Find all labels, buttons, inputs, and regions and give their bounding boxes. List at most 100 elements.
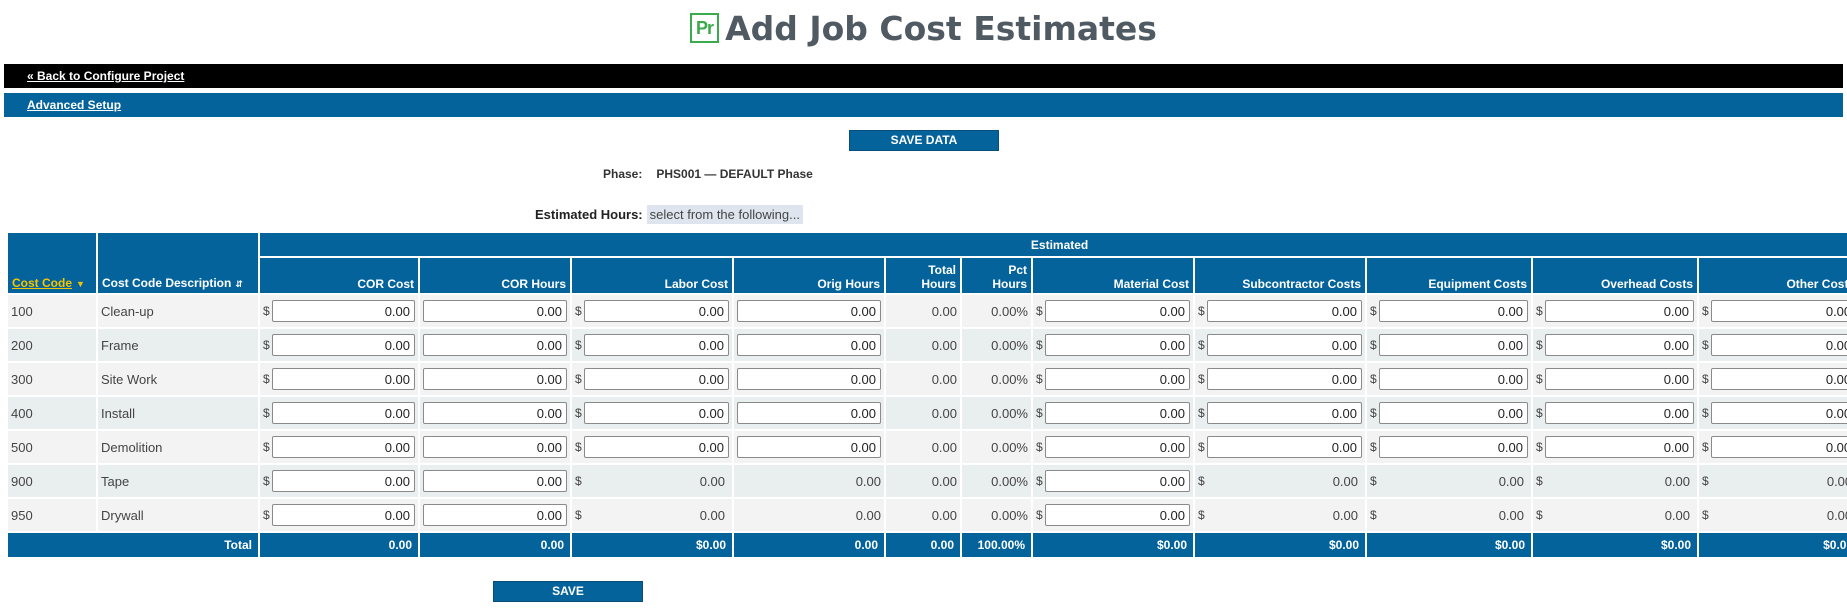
orig-hours-cell xyxy=(734,431,884,463)
subcontractor-cost-input[interactable] xyxy=(1207,436,1362,458)
labor-cost-input[interactable] xyxy=(584,334,729,356)
cor-cost-cell: $ xyxy=(260,397,418,429)
orig-hours-input[interactable] xyxy=(737,368,881,390)
cor-cost-input[interactable] xyxy=(272,368,415,390)
equipment-cost-value: 0.00 xyxy=(1498,473,1524,489)
material-cost-input[interactable] xyxy=(1045,470,1190,492)
orig-hours-cell xyxy=(734,363,884,395)
other-cost-input[interactable] xyxy=(1711,300,1847,322)
material-cost-input[interactable] xyxy=(1045,300,1190,322)
material-cost-input[interactable] xyxy=(1045,402,1190,424)
material-cost-input[interactable] xyxy=(1045,334,1190,356)
equipment-cost-input[interactable] xyxy=(1379,368,1528,390)
orig-hours-header: Orig Hours xyxy=(734,258,884,293)
overhead-cost-cell: $0.00 xyxy=(1533,465,1697,497)
back-nav-bar: « Back to Configure Project xyxy=(4,64,1843,88)
other-cost-input[interactable] xyxy=(1711,334,1847,356)
equipment-cost-input[interactable] xyxy=(1379,402,1528,424)
cor-cost-input[interactable] xyxy=(272,436,415,458)
advanced-setup-link[interactable]: Advanced Setup xyxy=(27,98,122,112)
currency-symbol: $ xyxy=(263,474,270,488)
material-cost-input[interactable] xyxy=(1045,436,1190,458)
cor-cost-input[interactable] xyxy=(272,300,415,322)
description-cell: Drywall xyxy=(98,499,258,531)
subcontractor-cost-cell: $ xyxy=(1195,397,1365,429)
cor-hours-input[interactable] xyxy=(423,470,567,492)
cost-code-header[interactable]: Cost Code ▼ xyxy=(8,233,96,293)
labor-cost-input[interactable] xyxy=(584,300,729,322)
labor-cost-input[interactable] xyxy=(584,402,729,424)
cor-hours-input[interactable] xyxy=(423,334,567,356)
other-cost-input[interactable] xyxy=(1711,402,1847,424)
equipment-cost-input[interactable] xyxy=(1379,334,1528,356)
currency-symbol: $ xyxy=(575,338,582,352)
estimated-hours-select[interactable]: select from the following... xyxy=(646,205,803,224)
cor-hours-input[interactable] xyxy=(423,300,567,322)
overhead-cost-input[interactable] xyxy=(1545,402,1694,424)
cost-code-sort-link[interactable]: Cost Code xyxy=(12,276,72,290)
cor-hours-cell xyxy=(420,499,570,531)
overhead-cost-input[interactable] xyxy=(1545,334,1694,356)
currency-symbol: $ xyxy=(1536,372,1543,386)
cor-cost-input[interactable] xyxy=(272,402,415,424)
subcontractor-cost-input[interactable] xyxy=(1207,334,1362,356)
orig-hours-input[interactable] xyxy=(737,300,881,322)
labor-cost-input[interactable] xyxy=(584,368,729,390)
currency-symbol: $ xyxy=(1036,304,1043,318)
overhead-cost-input[interactable] xyxy=(1545,300,1694,322)
save-data-button[interactable]: SAVE DATA xyxy=(849,130,999,151)
other-cost-cell: $0.00 xyxy=(1699,465,1847,497)
table-row: 200 Frame $ $ 0.00 0.00% $ $ $ $ $ xyxy=(8,329,1847,361)
equipment-cost-input[interactable] xyxy=(1379,300,1528,322)
other-cost-input[interactable] xyxy=(1711,368,1847,390)
other-cost-cell: $ xyxy=(1699,431,1847,463)
cor-hours-cell xyxy=(420,397,570,429)
back-to-configure-project-link[interactable]: « Back to Configure Project xyxy=(27,69,185,83)
table-row: 950 Drywall $ $0.00 0.00 0.00 0.00% $ $0… xyxy=(8,499,1847,531)
cor-hours-input[interactable] xyxy=(423,368,567,390)
currency-symbol: $ xyxy=(263,338,270,352)
subcontractor-cost-input[interactable] xyxy=(1207,368,1362,390)
overhead-cost-input[interactable] xyxy=(1545,368,1694,390)
other-cost-cell: $ xyxy=(1699,363,1847,395)
subcontractor-cost-input[interactable] xyxy=(1207,402,1362,424)
other-cost-input[interactable] xyxy=(1711,436,1847,458)
overhead-cost-value: 0.00 xyxy=(1664,507,1690,523)
totals-label: Total xyxy=(8,533,258,557)
orig-hours-input[interactable] xyxy=(737,436,881,458)
cor-hours-input[interactable] xyxy=(423,402,567,424)
description-cell: Site Work xyxy=(98,363,258,395)
material-cost-input[interactable] xyxy=(1045,504,1190,526)
subcontractor-cost-input[interactable] xyxy=(1207,300,1362,322)
equipment-cost-input[interactable] xyxy=(1379,436,1528,458)
currency-symbol: $ xyxy=(1536,474,1543,488)
overhead-cost-value: 0.00 xyxy=(1664,473,1690,489)
currency-symbol: $ xyxy=(575,372,582,386)
cor-cost-input[interactable] xyxy=(272,470,415,492)
total-cor-cost: 0.00 xyxy=(260,533,418,557)
cor-hours-input[interactable] xyxy=(423,504,567,526)
currency-symbol: $ xyxy=(263,440,270,454)
currency-symbol: $ xyxy=(575,474,582,488)
subcontractor-cost-cell: $0.00 xyxy=(1195,465,1365,497)
currency-symbol: $ xyxy=(263,372,270,386)
total-hours-cell: 0.00 xyxy=(886,431,960,463)
phase-info: Phase: PHS001 — DEFAULT Phase xyxy=(603,167,813,181)
currency-symbol: $ xyxy=(575,508,582,522)
labor-cost-input[interactable] xyxy=(584,436,729,458)
overhead-cost-input[interactable] xyxy=(1545,436,1694,458)
material-cost-input[interactable] xyxy=(1045,368,1190,390)
currency-symbol: $ xyxy=(1536,338,1543,352)
currency-symbol: $ xyxy=(1702,440,1709,454)
save-button[interactable]: SAVE xyxy=(493,581,643,602)
description-header[interactable]: Cost Code Description ⇵ xyxy=(98,233,258,293)
cor-cost-input[interactable] xyxy=(272,504,415,526)
orig-hours-input[interactable] xyxy=(737,334,881,356)
cor-hours-input[interactable] xyxy=(423,436,567,458)
table-row: 900 Tape $ $0.00 0.00 0.00 0.00% $ $0.00… xyxy=(8,465,1847,497)
currency-symbol: $ xyxy=(1536,304,1543,318)
subcontractor-cost-cell: $ xyxy=(1195,329,1365,361)
cor-cost-input[interactable] xyxy=(272,334,415,356)
orig-hours-input[interactable] xyxy=(737,402,881,424)
currency-symbol: $ xyxy=(1370,304,1377,318)
